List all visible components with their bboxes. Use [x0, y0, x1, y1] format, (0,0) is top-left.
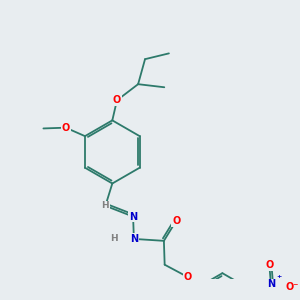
Text: +: +: [276, 274, 281, 279]
Text: O: O: [184, 272, 192, 282]
Text: O: O: [61, 123, 70, 133]
Text: O⁻: O⁻: [286, 282, 299, 292]
Text: H: H: [102, 201, 109, 210]
Text: O: O: [113, 95, 121, 105]
Text: N: N: [129, 212, 137, 222]
Text: H: H: [110, 234, 118, 243]
Text: O: O: [172, 216, 180, 226]
Text: N: N: [130, 234, 138, 244]
Text: N: N: [267, 279, 275, 289]
Text: O: O: [265, 260, 274, 270]
